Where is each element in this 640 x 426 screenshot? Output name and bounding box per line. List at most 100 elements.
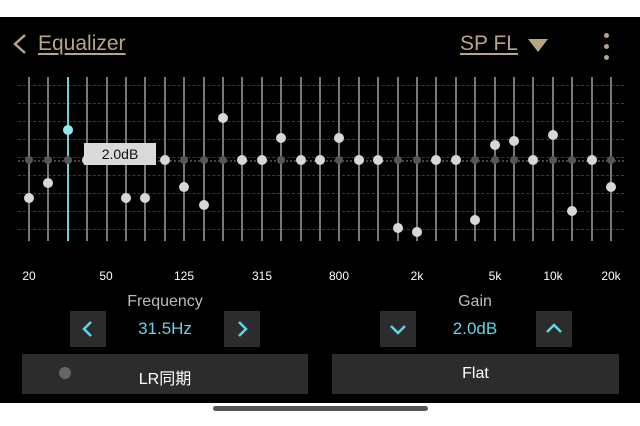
slider-knob[interactable] (276, 132, 287, 143)
eq-band-slider[interactable] (291, 73, 311, 245)
chevron-down-icon (390, 325, 406, 335)
freq-tick-label: 20 (22, 269, 36, 283)
slider-knob[interactable] (62, 125, 73, 135)
slider-knob[interactable] (373, 155, 384, 165)
slider-knob[interactable] (140, 192, 151, 203)
slider-knob[interactable] (547, 129, 558, 140)
slider-knob[interactable] (334, 132, 345, 143)
eq-band-slider[interactable] (19, 73, 39, 245)
zero-marker (607, 156, 615, 164)
back-chevron-icon[interactable] (8, 31, 34, 57)
more-menu-icon[interactable] (596, 31, 616, 63)
eq-band-slider[interactable] (407, 73, 427, 245)
freq-tick-label: 315 (251, 269, 273, 283)
header: Equalizer SP FL (0, 17, 640, 73)
channel-selector[interactable]: SP FL (460, 32, 518, 55)
eq-band-slider[interactable] (562, 73, 582, 245)
zero-marker (199, 156, 208, 164)
eq-band-slider[interactable] (271, 73, 291, 245)
grid-line (18, 193, 624, 195)
eq-band-slider[interactable] (232, 73, 252, 245)
slider-knob[interactable] (489, 140, 500, 150)
eq-band-slider[interactable] (485, 73, 505, 245)
slider-knob[interactable] (43, 177, 54, 188)
slider-knob[interactable] (315, 155, 325, 165)
freq-tick-label: 50 (99, 269, 113, 283)
eq-band-slider[interactable] (388, 73, 408, 245)
zero-marker (180, 156, 189, 164)
eq-band-slider[interactable] (601, 73, 621, 245)
slider-knob[interactable] (295, 155, 306, 165)
lr-sync-label: LR同期 (138, 371, 192, 388)
slider-knob[interactable] (179, 182, 190, 192)
slider-knob[interactable] (412, 227, 422, 237)
eq-band-slider[interactable] (582, 73, 602, 245)
slider-knob[interactable] (198, 200, 209, 210)
grid-line (18, 103, 624, 105)
slider-knob[interactable] (450, 155, 461, 165)
eq-graph (18, 73, 624, 245)
zero-marker (548, 156, 557, 164)
eq-band-slider[interactable] (58, 73, 78, 245)
zero-marker (277, 156, 286, 164)
freq-tick-label: 20k (601, 269, 621, 283)
slider-knob[interactable] (392, 222, 403, 233)
grid-line (18, 121, 624, 123)
eq-band-slider[interactable] (523, 73, 543, 245)
zero-marker (63, 156, 72, 164)
slider-knob[interactable] (24, 192, 34, 203)
eq-band-slider[interactable] (194, 73, 214, 245)
slider-knob[interactable] (567, 206, 578, 216)
eq-band-slider[interactable] (38, 73, 58, 245)
eq-band-slider[interactable] (155, 73, 175, 245)
eq-band-slider[interactable] (504, 73, 524, 245)
slider-knob[interactable] (528, 155, 539, 165)
eq-band-slider[interactable] (446, 73, 466, 245)
zero-marker (471, 156, 480, 164)
gain-up-button[interactable] (536, 311, 572, 347)
zero-marker (25, 156, 33, 164)
eq-band-slider[interactable] (174, 73, 194, 245)
zero-marker (510, 156, 518, 164)
slider-knob[interactable] (256, 155, 267, 165)
zero-marker (335, 156, 344, 164)
flat-label: Flat (462, 365, 489, 382)
eq-band-slider[interactable] (465, 73, 485, 245)
frequency-label: Frequency (127, 293, 203, 310)
slider-knob[interactable] (431, 155, 442, 165)
dropdown-triangle-icon[interactable] (528, 39, 548, 52)
slider-knob[interactable] (237, 155, 248, 165)
frequency-value: 31.5Hz (138, 319, 192, 338)
slider-knob[interactable] (586, 155, 597, 165)
zero-marker (413, 156, 421, 164)
eq-band-slider[interactable] (310, 73, 330, 245)
freq-tick-label: 125 (173, 269, 195, 283)
slider-knob[interactable] (121, 192, 131, 203)
eq-band-slider[interactable] (368, 73, 388, 245)
eq-band-slider[interactable] (426, 73, 446, 245)
frequency-prev-button[interactable] (70, 311, 106, 347)
lr-sync-button[interactable]: LR同期 (22, 354, 308, 394)
chevron-right-icon (238, 321, 248, 337)
gain-down-button[interactable] (380, 311, 416, 347)
slider-knob[interactable] (353, 155, 364, 165)
flat-button[interactable]: Flat (332, 354, 619, 394)
chevron-up-icon (546, 323, 562, 333)
frequency-next-button[interactable] (224, 311, 260, 347)
slider-knob[interactable] (218, 113, 228, 123)
freq-tick-label: 5k (488, 269, 502, 283)
eq-band-slider[interactable] (349, 73, 369, 245)
slider-knob[interactable] (509, 135, 519, 146)
eq-band-slider[interactable] (213, 73, 233, 245)
eq-band-slider[interactable] (329, 73, 349, 245)
grid-line (18, 211, 624, 213)
slider-knob[interactable] (159, 155, 170, 165)
eq-band-slider[interactable] (543, 73, 563, 245)
grid-line (18, 139, 624, 141)
slider-knob[interactable] (606, 182, 616, 192)
eq-band-slider[interactable] (252, 73, 272, 245)
slider-knob[interactable] (470, 215, 481, 225)
page-title: Equalizer (38, 32, 126, 55)
zero-marker (219, 156, 227, 164)
grid-line (18, 85, 624, 87)
